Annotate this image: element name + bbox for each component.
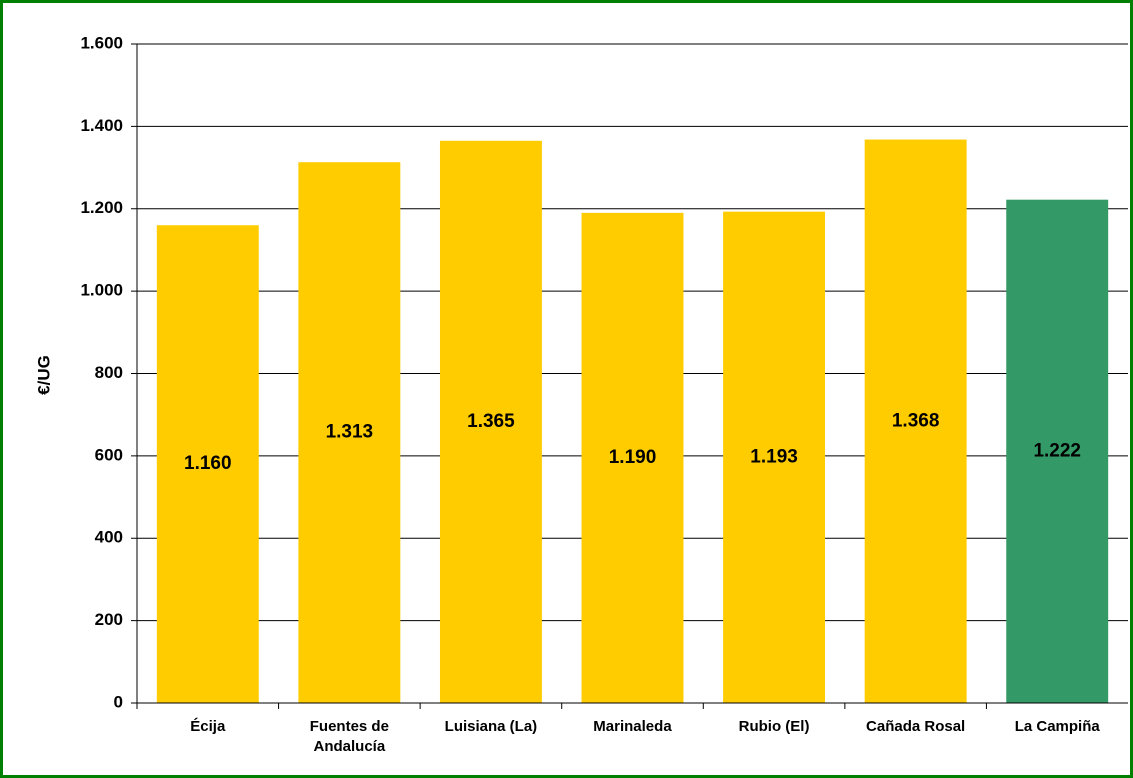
y-tick-label: 1.000	[80, 281, 123, 300]
data-label: 1.222	[1033, 440, 1081, 461]
data-label: 1.193	[750, 446, 798, 467]
y-tick-label: 1.200	[80, 198, 123, 217]
x-tick-label: Cañada Rosal	[866, 718, 966, 735]
x-tick-label: Marinaleda	[593, 718, 672, 735]
data-label: 1.160	[184, 453, 232, 474]
bar	[1006, 199, 1109, 703]
data-label: 1.190	[609, 447, 657, 468]
y-tick-label: 1.600	[80, 33, 123, 52]
data-label: 1.365	[467, 411, 515, 432]
y-tick-label: 1.400	[80, 116, 123, 135]
x-tick-label: Fuentes de Andalucía	[309, 718, 389, 755]
y-tick-label: 800	[95, 363, 123, 382]
bar	[864, 139, 967, 703]
bar	[439, 140, 542, 703]
x-tick-label: Écija	[190, 718, 226, 735]
y-axis-label: €/UG	[34, 355, 53, 395]
chart-svg: €/UG 0 200 400 600 800 1.000 1.200 1.400 1.600 1.…	[34, 33, 1128, 711]
x-tick-label: Luisiana (La)	[444, 718, 538, 735]
y-tick-label: 200	[95, 610, 123, 629]
bar	[298, 162, 401, 703]
y-tick-label: 400	[95, 528, 123, 547]
data-label: 1.368	[892, 410, 940, 431]
x-tick-label: La Campiña	[1014, 718, 1100, 735]
y-tick-label: 0	[114, 692, 123, 711]
data-label: 1.313	[326, 422, 374, 443]
bar	[156, 225, 259, 703]
bar	[581, 212, 684, 703]
bar	[723, 211, 826, 703]
y-tick-label: 600	[95, 445, 123, 464]
x-tick-label: Rubio (El)	[738, 718, 810, 735]
